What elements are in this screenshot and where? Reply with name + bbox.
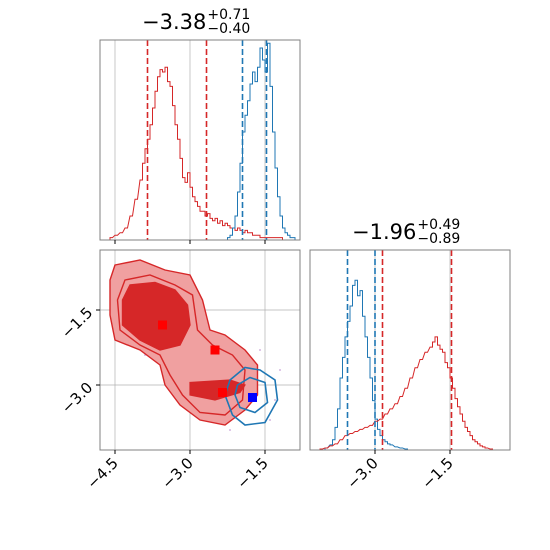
hist-step-red: [319, 336, 493, 450]
title-top-plus: +0.71: [207, 7, 251, 23]
title-top-value: −3.38: [142, 10, 207, 34]
marker-blue: [248, 393, 257, 402]
axes-frame: [99, 39, 301, 241]
scatter-point: [259, 349, 261, 351]
hist-step-blue: [324, 279, 408, 450]
scatter-point: [269, 419, 271, 421]
x-tick-label: −1.5: [233, 454, 271, 492]
panel-hist-top: [99, 39, 301, 244]
marker-red: [210, 345, 220, 355]
y-tick-label: −1.5: [58, 304, 96, 342]
x-tick-label: −3.0: [343, 454, 381, 492]
marker-red: [218, 388, 227, 397]
hist-step-red: [109, 66, 283, 240]
scatter-point: [279, 369, 281, 371]
hist-step-blue: [227, 42, 296, 240]
marker-red: [158, 320, 167, 330]
title-top-minus: −0.40: [207, 21, 251, 37]
scatter-point: [229, 429, 231, 431]
scatter-point: [274, 399, 276, 401]
x-tick-label: −3.0: [158, 454, 196, 492]
panel-hist-right: −3.0 −1.5: [309, 249, 511, 493]
blue-contour-outer: [224, 366, 279, 426]
x-tick-label: −4.5: [83, 454, 121, 492]
title-right-plus: +0.49: [417, 217, 461, 233]
title-right-minus: −0.89: [417, 231, 461, 247]
x-tick-label: −1.5: [418, 454, 456, 492]
plot-body: [109, 40, 296, 240]
title-right-errors: +0.49 −0.89: [417, 218, 460, 246]
title-top-errors: +0.71 −0.40: [207, 8, 250, 36]
title-right: −1.96 +0.49 −0.89: [352, 218, 460, 246]
plot-body: [319, 250, 493, 450]
panel-contour-2d: −4.5 −3.0 −1.5 −1.5 −3.0: [58, 249, 301, 493]
plot-body: [109, 259, 281, 431]
blue-contour-inner: [234, 376, 269, 414]
title-right-value: −1.96: [352, 220, 417, 244]
y-tick-label: −3.0: [58, 379, 96, 417]
title-top: −3.38 +0.71 −0.40: [142, 8, 250, 36]
red-contour-inner: [121, 281, 191, 351]
axes-frame: [309, 249, 511, 451]
axes-frame: [99, 249, 301, 451]
